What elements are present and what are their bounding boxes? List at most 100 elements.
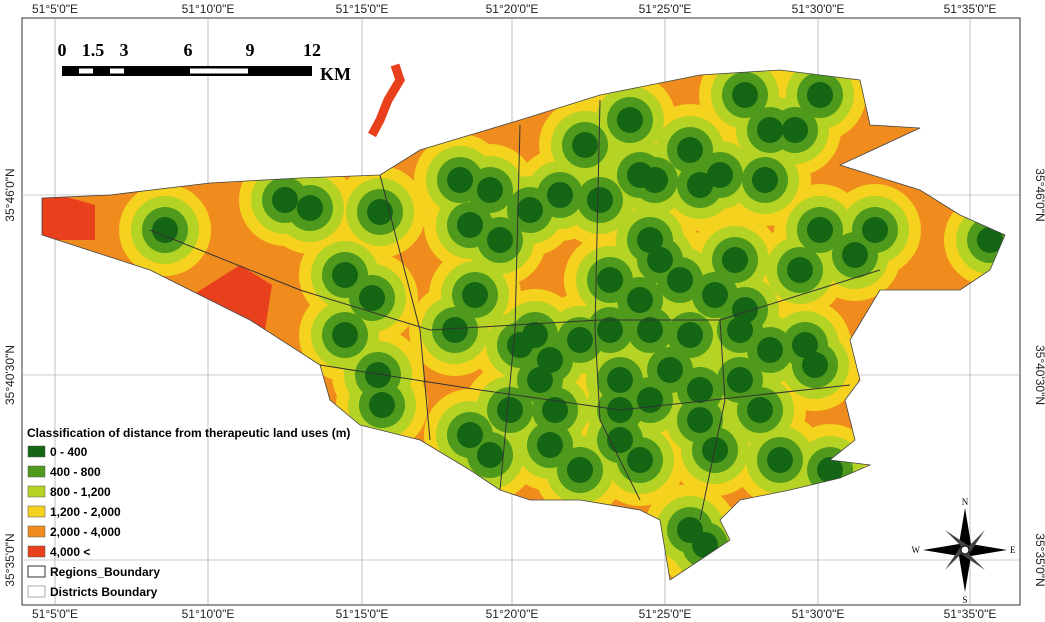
distance-ring (607, 427, 633, 453)
distance-ring (447, 167, 473, 193)
distance-ring (297, 195, 323, 221)
bottom-coord: 51°20'0"E (486, 607, 539, 621)
distance-ring (732, 82, 758, 108)
scale-bar (62, 66, 312, 76)
distance-ring (572, 132, 598, 158)
distance-ring (657, 357, 683, 383)
legend-swatch (27, 465, 46, 478)
distance-ring (842, 242, 868, 268)
distance-ring (597, 267, 623, 293)
distance-ring (642, 167, 668, 193)
scale-label: 3 (120, 40, 129, 60)
legend-label: 0 - 400 (50, 445, 88, 459)
distance-ring (567, 457, 593, 483)
distance-ring (627, 287, 653, 313)
scale-unit: KM (320, 64, 351, 84)
bottom-coord: 51°30'0"E (792, 607, 845, 621)
distance-ring (442, 317, 468, 343)
region-boundary (319, 364, 851, 411)
distance-ring (747, 397, 773, 423)
distance-ring (332, 322, 358, 348)
distance-ring (517, 197, 543, 223)
distance-ring (527, 367, 553, 393)
legend-swatch (27, 445, 46, 458)
distance-ring (727, 367, 753, 393)
distance-ring (687, 377, 713, 403)
legend-title: Classification of distance from therapeu… (27, 426, 350, 440)
map-frame (21, 17, 1021, 606)
top-coord: 51°20'0"E (486, 2, 539, 16)
distance-ring (702, 282, 728, 308)
bottom-coord: 51°5'0"E (32, 607, 78, 621)
distance-ring (757, 337, 783, 363)
distance-ring (547, 182, 573, 208)
legend-label: Districts Boundary (50, 585, 158, 599)
distance-ring (152, 217, 178, 243)
distance-ring (752, 167, 778, 193)
distance-ring (727, 317, 753, 343)
distance-ring (365, 362, 391, 388)
scale-bar-segment (110, 68, 124, 74)
distance-ring (332, 262, 358, 288)
legend-swatch (27, 505, 46, 518)
distance-ring (787, 257, 813, 283)
distance-ring (677, 322, 703, 348)
distance-ring (457, 212, 483, 238)
legend-label: 4,000 < (50, 545, 90, 559)
top-coord: 51°5'0"E (32, 2, 78, 16)
scale-label: 0 (58, 40, 67, 60)
distance-ring (807, 217, 833, 243)
bottom-coord: 51°15'0"E (336, 607, 389, 621)
distance-ring (367, 199, 393, 225)
region-boundary (379, 174, 431, 441)
distance-ring (637, 317, 663, 343)
scale-label: 1.5 (82, 40, 105, 60)
distance-ring (542, 397, 568, 423)
distance-ring (732, 297, 758, 323)
scale-bar-segment (79, 68, 93, 74)
distance-ring (667, 267, 693, 293)
distance-ring (637, 387, 663, 413)
distance-ring (802, 352, 828, 378)
distance-ring (782, 117, 808, 143)
distance-ring (617, 107, 643, 133)
bottom-coord: 51°25'0"E (639, 607, 692, 621)
distance-ring (272, 187, 298, 213)
top-coord: 51°10'0"E (182, 2, 235, 16)
legend-boundary-swatch (27, 565, 46, 578)
scale-label: 12 (303, 40, 321, 60)
distance-ring (692, 532, 718, 558)
right-coord: 35°46'0"N (1033, 168, 1045, 221)
region-boundary (594, 99, 641, 501)
compass-s: S (962, 595, 967, 605)
legend-label: 400 - 800 (50, 465, 101, 479)
scale-label: 6 (184, 40, 193, 60)
distance-ring (567, 327, 593, 353)
compass-e: E (1010, 545, 1016, 555)
distance-ring (757, 117, 783, 143)
legend-label: 800 - 1,200 (50, 485, 111, 499)
distance-ring (597, 317, 623, 343)
distance-ring (977, 227, 1003, 253)
scale-label: 9 (246, 40, 255, 60)
left-coord: 35°46'0"N (3, 168, 17, 221)
distance-ring (807, 82, 833, 108)
distance-ring (767, 447, 793, 473)
distance-ring (477, 177, 503, 203)
left-coord: 35°40'30"N (3, 345, 17, 405)
legend-swatch (27, 525, 46, 538)
compass-w: W (912, 545, 921, 555)
compass-center (960, 545, 970, 555)
distance-ring (537, 432, 563, 458)
top-coord: 51°35'0"E (944, 2, 997, 16)
right-coord: 35°40'30"N (1033, 345, 1045, 405)
top-coord: 51°25'0"E (639, 2, 692, 16)
bottom-coord: 51°10'0"E (182, 607, 235, 621)
distance-ring (487, 227, 513, 253)
distance-ring (507, 332, 533, 358)
zone-4000-plus (42, 190, 95, 240)
bottom-coord: 51°35'0"E (944, 607, 997, 621)
distance-ring (497, 397, 523, 423)
labels: 51°5'0"E 51°10'0"E 51°15'0"E 51°20'0"E 51°25… (3, 2, 1045, 621)
